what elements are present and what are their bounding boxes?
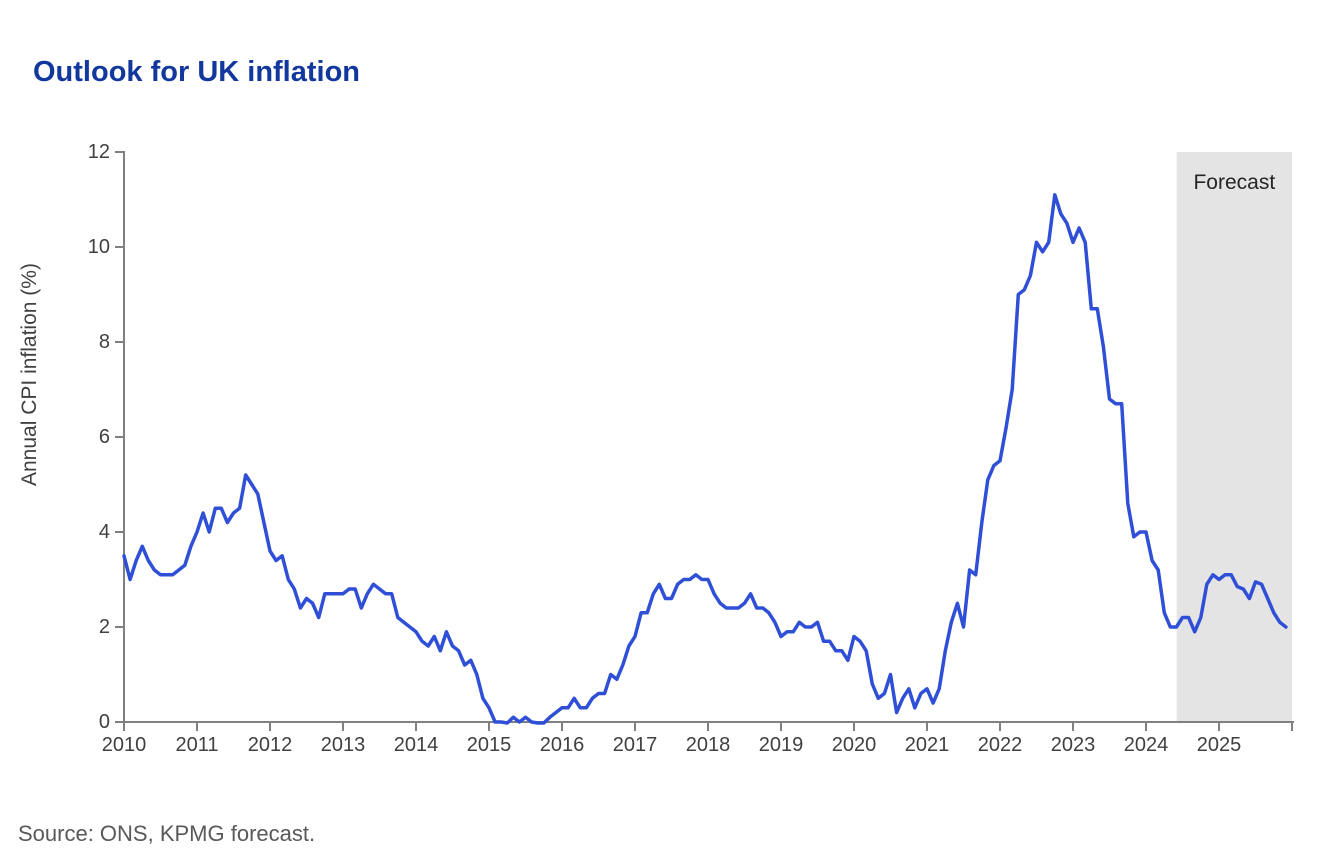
x-tick-label: 2016: [539, 734, 585, 756]
x-tick-label: 2019: [758, 734, 804, 756]
y-tick-label: 10: [87, 236, 110, 258]
forecast-band-label: Forecast: [1193, 171, 1276, 194]
x-tick-label: 2018: [685, 734, 731, 756]
y-tick-label: 8: [98, 331, 110, 353]
cpi-inflation-line: [122, 193, 1288, 725]
x-tick-label: 2024: [1123, 734, 1169, 756]
x-tick-label: 2012: [247, 734, 293, 756]
chart-title: Outlook for UK inflation: [33, 56, 361, 88]
x-tick-label: 2020: [831, 734, 877, 756]
x-tick-label: 2022: [977, 734, 1023, 756]
x-tick-label: 2013: [320, 734, 366, 756]
x-tick-label: 2014: [393, 734, 439, 756]
x-tick-label: 2015: [466, 734, 512, 756]
y-tick-label: 6: [98, 426, 110, 448]
y-tick-label: 2: [98, 616, 110, 638]
y-tick-label: 0: [98, 711, 110, 733]
x-tick-label: 2025: [1196, 734, 1242, 756]
source-note: Source: ONS, KPMG forecast.: [18, 821, 316, 846]
x-tick-label: 2021: [904, 734, 950, 756]
forecast-band: [1176, 152, 1292, 721]
y-axis-title: Annual CPI inflation (%): [18, 263, 41, 487]
x-tick-label: 2011: [175, 734, 219, 756]
x-tick-label: 2010: [101, 734, 147, 756]
y-tick-label: 4: [98, 521, 110, 543]
x-tick-label: 2017: [612, 734, 658, 756]
y-tick-label: 12: [87, 141, 110, 163]
x-tick-label: 2023: [1050, 734, 1096, 756]
